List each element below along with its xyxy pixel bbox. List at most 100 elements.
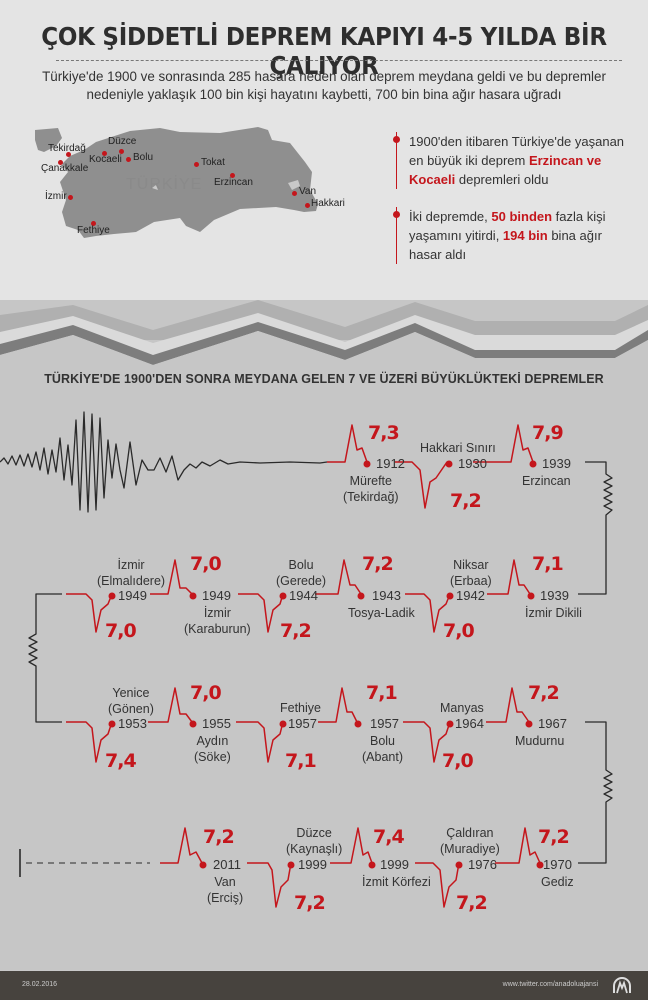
year-label: 1964 [455, 716, 484, 731]
location-label: İzmir Dikili [525, 605, 582, 621]
magnitude-label: 7,1 [285, 750, 317, 772]
fact-text: depremleri oldu [455, 172, 549, 187]
year-label: 1999 [380, 857, 409, 872]
location-label: Yenice (Gönen) [108, 685, 154, 717]
location-label: İzmir (Karaburun) [184, 605, 251, 637]
city-dot-icon [119, 149, 124, 154]
city-dot-icon [102, 151, 107, 156]
location-line: Bolu [369, 734, 396, 748]
location-line: Mudurnu [515, 734, 565, 748]
location-line: (Erbaa) [450, 574, 492, 588]
city-dot-icon [292, 191, 297, 196]
location-label: Aydın (Söke) [194, 733, 231, 765]
location-label: Mudurnu [515, 733, 564, 749]
year-label: 1957 [288, 716, 317, 731]
year-label: 1942 [456, 588, 485, 603]
location-line: Niksar [453, 558, 489, 572]
city-dot-icon [230, 173, 235, 178]
page-title: ÇOK ŞİDDETLİ DEPREM KAPIYI 4-5 YILDA BİR… [41, 22, 607, 80]
location-line: Fethiye [280, 701, 321, 715]
location-line: (Muradiye) [440, 842, 500, 856]
location-line: İzmir [203, 606, 231, 620]
fact-highlight: Erzincan ve Kocaeli [409, 153, 602, 187]
city-dot-icon [68, 195, 73, 200]
footer: 28.02.2016 www.twitter.com/anadoluajansi [0, 971, 648, 1000]
fact-highlight: 194 bin [502, 228, 548, 243]
year-label: 1967 [538, 716, 567, 731]
magnitude-label: 7,2 [528, 682, 560, 704]
fact-text: bina ağır hasar aldı [409, 228, 602, 262]
location-line: (Söke) [194, 750, 231, 764]
year-label: 1953 [118, 716, 147, 731]
year-label: 1939 [540, 588, 569, 603]
intro-text: Türkiye'de 1900 ve sonrasında 285 hasara… [40, 68, 608, 104]
location-line: (Tekirdağ) [343, 490, 399, 504]
city-label: Hakkari [311, 198, 345, 209]
anadolu-agency-logo-icon [613, 977, 631, 994]
year-label: 1999 [298, 857, 327, 872]
location-label: Manyas [440, 700, 484, 716]
city-label: Bolu [133, 152, 154, 163]
city-label: Çanakkale [41, 163, 89, 174]
intro-line-2: nedeniyle yaklaşık 100 bin kişi hayatını… [86, 87, 562, 102]
magnitude-label: 7,0 [190, 682, 222, 704]
location-line: (Abant) [362, 750, 403, 764]
map-country-label: TÜRKİYE [126, 176, 203, 193]
location-label: Fethiye [280, 700, 321, 716]
magnitude-label: 7,2 [294, 892, 326, 914]
year-label: 1955 [202, 716, 231, 731]
location-line: Bolu [288, 558, 314, 572]
location-label: Erzincan [522, 473, 571, 489]
location-line: İzmir [117, 558, 145, 572]
magnitude-label: 7,2 [538, 826, 570, 848]
footer-twitter-link[interactable]: www.twitter.com/anadoluajansi [502, 981, 598, 988]
city-label: İzmir [45, 191, 67, 202]
fact-text: 1900'den itibaren Türkiye'de yaşanan en … [409, 134, 625, 168]
year-label: 1949 [202, 588, 231, 603]
year-label: 1943 [372, 588, 401, 603]
location-line: (Kaynaşlı) [286, 842, 343, 856]
location-line: Erzincan [522, 474, 571, 488]
location-label: Tosya-Ladik [348, 605, 415, 621]
location-label: Düzce (Kaynaşlı) [286, 825, 342, 857]
city-label: Van [299, 186, 317, 197]
zigzag-divider [0, 300, 648, 370]
location-line: Van [214, 875, 236, 889]
location-line: Mürefte [349, 474, 392, 488]
timeline-title: TÜRKİYE'DE 1900'DEN SONRA MEYDANA GELEN … [44, 372, 604, 386]
magnitude-label: 7,4 [373, 826, 405, 848]
location-line: (Gerede) [276, 574, 327, 588]
location-line: Gediz [541, 875, 574, 889]
city-dot-icon [58, 160, 63, 165]
location-line: (Elmalıdere) [97, 574, 166, 588]
location-line: Hakkari Sınırı [420, 441, 496, 455]
city-label: Tekirdağ [48, 143, 86, 154]
location-line: (Gönen) [108, 702, 154, 716]
city-label: Erzincan [214, 177, 253, 188]
city-label: Fethiye [77, 225, 110, 236]
title-divider [56, 60, 622, 61]
magnitude-label: 7,1 [532, 553, 564, 575]
city-dot-icon [126, 157, 131, 162]
magnitude-label: 7,2 [203, 826, 235, 848]
city-label: Tokat [201, 157, 225, 168]
location-label: Gediz [541, 874, 574, 890]
fact-text: fazla kişi yaşamını yitirdi, [409, 209, 606, 243]
fact-bullet-1: 1900'den itibaren Türkiye'de yaşanan en … [393, 132, 636, 189]
location-line: İzmit Körfezi [362, 875, 431, 889]
year-label: 1976 [468, 857, 497, 872]
footer-date: 28.02.2016 [22, 981, 58, 988]
year-label: 1930 [458, 456, 487, 471]
location-label: Van (Erciş) [207, 874, 243, 906]
year-label: 1949 [118, 588, 147, 603]
magnitude-label: 7,0 [105, 620, 137, 642]
magnitude-label: 7,2 [450, 490, 482, 512]
location-line: İzmir Dikili [525, 606, 582, 620]
city-dot-icon [305, 203, 310, 208]
city-label: Düzce [108, 136, 137, 147]
intro-line-1: Türkiye'de 1900 ve sonrasında 285 hasara… [42, 69, 606, 84]
magnitude-label: 7,2 [362, 553, 394, 575]
location-label: İzmir (Elmalıdere) [97, 557, 165, 589]
magnitude-label: 7,0 [443, 620, 475, 642]
location-label: Niksar (Erbaa) [450, 557, 492, 589]
